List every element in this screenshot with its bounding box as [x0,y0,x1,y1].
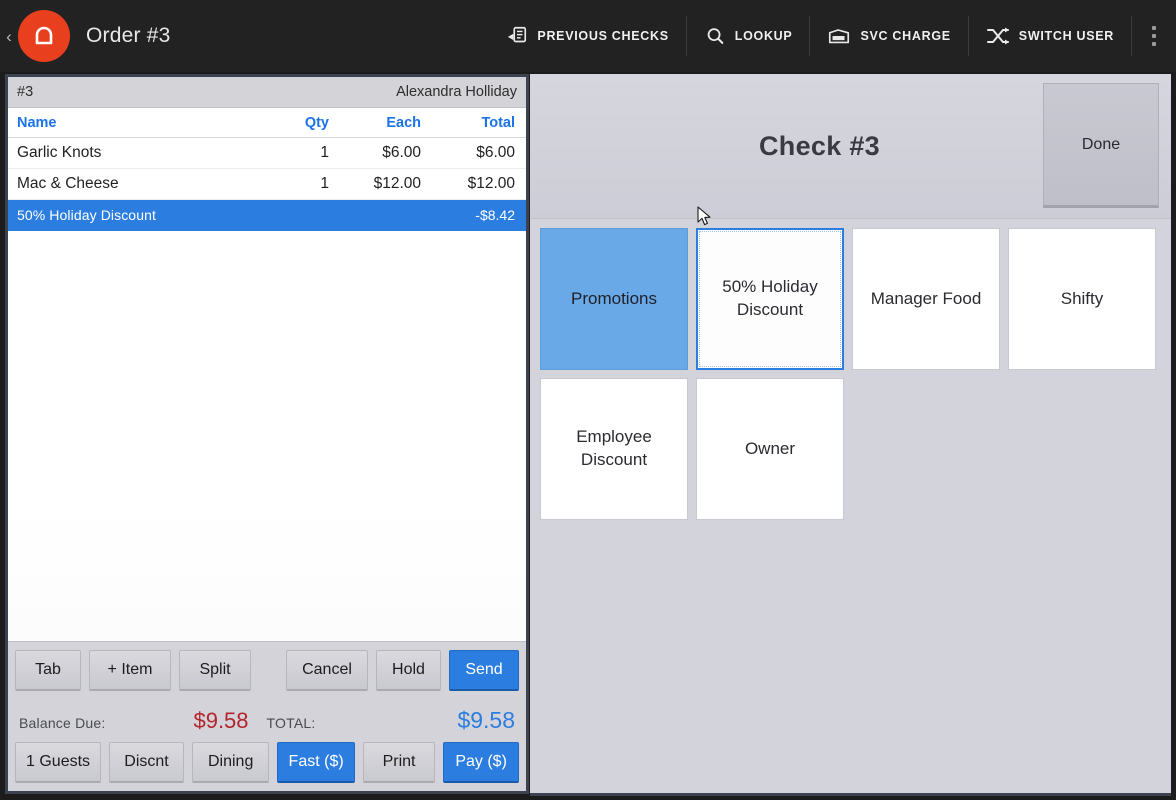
discount-tile[interactable]: Manager Food [852,228,1000,370]
switch-user-label: SWITCH USER [1018,29,1114,43]
toast-brand-icon[interactable] [18,10,70,62]
discount-tile-grid: Promotions 50% Holiday Discount Manager Fo… [530,219,1171,520]
order-items-list: Garlic Knots 1 $6.00 $6.00 Mac & Cheese 1 $12.… [8,138,526,641]
check-header: #3 Alexandra Holliday [8,77,526,108]
order-panel: #3 Alexandra Holliday Name Qty Each Tota… [8,77,526,791]
switch-user-button[interactable]: SWITCH USER [969,0,1131,72]
switch-user-icon [986,25,1010,47]
send-button[interactable]: Send [449,650,519,691]
toolbar-divider [685,16,687,56]
order-item-row[interactable]: 50% Holiday Discount -$8.42 [8,200,526,231]
tab-button[interactable]: Tab [15,650,81,691]
split-button[interactable]: Split [179,650,251,691]
totals-row: Balance Due: $9.58 TOTAL: $9.58 [15,701,519,742]
order-item-name: Garlic Knots [17,144,102,161]
order-item-name: 50% Holiday Discount [17,207,156,223]
hold-button[interactable]: Hold [376,650,441,691]
discount-tile[interactable]: Employee Discount [540,378,688,520]
discount-panel-header: Check #3 Done [530,74,1171,219]
column-header-name: Name [17,114,57,131]
column-header-each: Each [386,114,421,131]
order-panel-frame: #3 Alexandra Holliday Name Qty Each Tota… [5,74,529,794]
balance-due-amount: $9.58 [193,708,249,733]
toolbar-divider [967,16,969,56]
balance-due-label: Balance Due: [19,715,106,731]
svc-charge-icon [827,25,851,47]
order-item-total: $12.00 [467,175,515,192]
page-title: Order #3 [86,24,171,47]
action-row-secondary: 1 Guests Discnt Dining Fast ($) Print Pa… [15,742,519,783]
column-header-total: Total [481,114,515,131]
check-number: #3 [17,84,34,100]
server-name: Alexandra Holliday [396,84,517,100]
discount-button[interactable]: Discnt [109,742,184,783]
order-item-each: $12.00 [373,175,421,192]
toolbar-divider [1131,16,1132,56]
order-action-pad: Tab + Item Split Cancel Hold Send Balanc… [8,641,526,791]
discount-tile[interactable]: Owner [696,378,844,520]
order-item-total: $6.00 [476,144,515,161]
previous-checks-icon [506,25,528,47]
discount-tile[interactable]: 50% Holiday Discount [696,228,844,370]
total-amount: $9.58 [457,707,515,733]
previous-checks-label: PREVIOUS CHECKS [537,29,669,43]
search-icon [704,25,726,47]
toolbar-actions: PREVIOUS CHECKS LOOKUP [489,0,1176,72]
discount-tile[interactable]: Promotions [540,228,688,370]
add-item-button[interactable]: + Item [89,650,171,691]
dining-button[interactable]: Dining [191,742,270,783]
column-header-qty: Qty [304,114,329,131]
lookup-button[interactable]: LOOKUP [687,0,810,72]
action-row-primary: Tab + Item Split Cancel Hold Send [15,650,519,691]
items-column-header: Name Qty Each Total [8,108,526,138]
order-item-row[interactable]: Garlic Knots 1 $6.00 $6.00 [8,138,526,169]
total-label: TOTAL: [266,715,316,731]
fast-pay-button[interactable]: Fast ($) [277,742,355,783]
check-title: Check #3 [759,130,880,161]
previous-checks-button[interactable]: PREVIOUS CHECKS [489,0,685,72]
cancel-button[interactable]: Cancel [286,650,368,691]
toolbar-divider [809,16,811,56]
order-item-total: -$8.42 [475,207,515,223]
chevron-left-icon[interactable]: ‹ [6,26,12,46]
pay-button[interactable]: Pay ($) [443,742,519,783]
discount-panel: Check #3 Done Promotions 50% Holiday Disc… [530,74,1171,796]
done-button[interactable]: Done [1043,83,1159,208]
order-item-row[interactable]: Mac & Cheese 1 $12.00 $12.00 [8,169,526,200]
guests-button[interactable]: 1 Guests [15,742,102,783]
lookup-label: LOOKUP [734,29,793,43]
svc-charge-button[interactable]: SVC CHARGE [810,0,967,72]
discount-tile[interactable]: Shifty [1008,228,1156,370]
svc-charge-label: SVC CHARGE [860,29,951,43]
print-button[interactable]: Print [362,742,436,783]
top-toolbar: ‹ Order #3 PREVIOUS CHECKS [0,0,1176,72]
order-item-each: $6.00 [382,144,421,161]
order-item-qty: 1 [320,144,329,161]
order-item-qty: 1 [320,175,329,192]
order-item-name: Mac & Cheese [17,175,119,192]
kebab-menu-icon[interactable] [1132,0,1176,72]
